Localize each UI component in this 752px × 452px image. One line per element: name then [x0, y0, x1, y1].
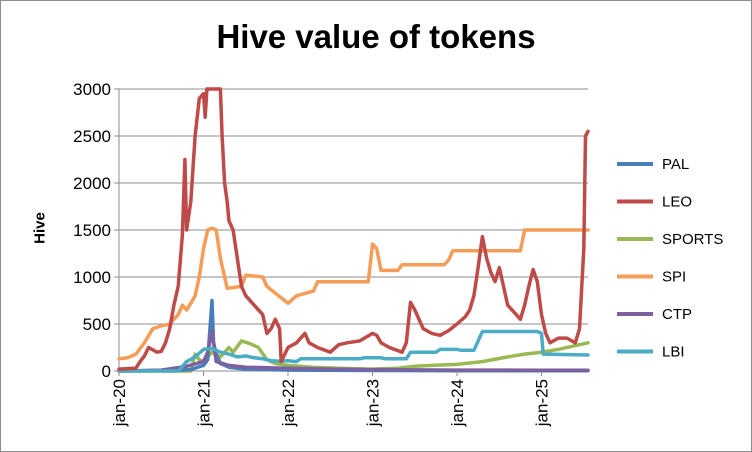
- legend: PAL LEO SPORTS SPI CTP LBI: [617, 156, 723, 361]
- gridlines: [119, 88, 588, 372]
- legend-label-leo: LEO: [662, 194, 692, 211]
- x-tick-label: jan-25: [533, 379, 552, 427]
- x-tick-label: jan-22: [279, 379, 298, 427]
- legend-label-spi: SPI: [662, 269, 686, 286]
- legend-label-lbi: LBI: [662, 344, 685, 361]
- series-line-ctp: [117, 329, 590, 373]
- chart-title: Hive value of tokens: [216, 18, 536, 55]
- series-lines: [117, 87, 590, 373]
- x-tick-label: jan-23: [364, 379, 383, 427]
- x-tick-label: jan-24: [448, 379, 467, 427]
- y-axis-ticks: 0 500 1000 1500 2000 2500 3000: [73, 80, 119, 381]
- y-tick-label: 3000: [73, 80, 111, 99]
- y-tick-label: 2500: [73, 127, 111, 146]
- x-tick-label: jan-21: [195, 379, 214, 427]
- series-line-leo: [117, 87, 590, 371]
- y-tick-label: 1000: [73, 268, 111, 287]
- legend-label-ctp: CTP: [662, 306, 692, 323]
- x-axis-ticks: jan-20 jan-21 jan-22 jan-23 jan-24 jan-25: [110, 371, 552, 427]
- y-tick-label: 500: [83, 315, 111, 334]
- y-tick-label: 2000: [73, 174, 111, 193]
- legend-label-pal: PAL: [662, 156, 689, 173]
- y-tick-label: 0: [102, 362, 111, 381]
- series-line-spi: [117, 226, 590, 361]
- x-tick-label: jan-20: [110, 379, 129, 427]
- legend-label-sports: SPORTS: [662, 231, 723, 248]
- series-line-lbi: [117, 329, 590, 373]
- y-tick-label: 1500: [73, 221, 111, 240]
